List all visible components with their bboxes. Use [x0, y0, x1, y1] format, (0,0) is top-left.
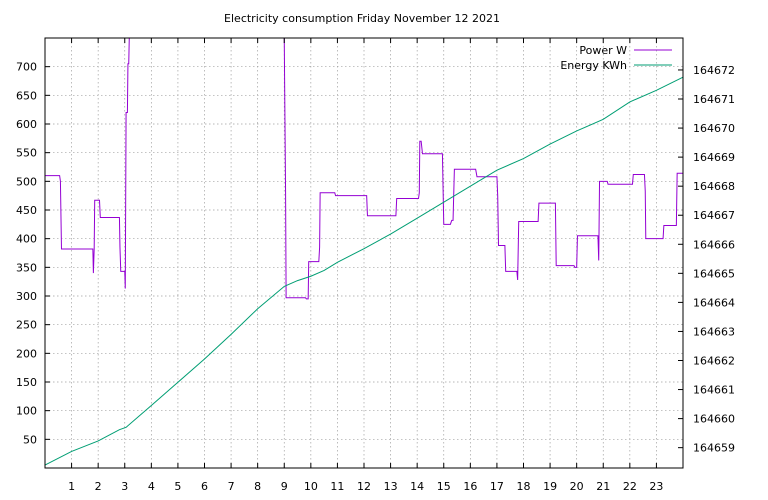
x-tick-label: 5 — [174, 480, 181, 493]
x-tick-label: 2 — [95, 480, 102, 493]
x-tick-label: 4 — [148, 480, 155, 493]
y-left-tick-label: 50 — [23, 433, 37, 446]
x-tick-label: 15 — [437, 480, 451, 493]
x-tick-label: 16 — [463, 480, 477, 493]
x-tick-label: 6 — [201, 480, 208, 493]
y-left-tick-label: 350 — [16, 261, 37, 274]
x-tick-label: 10 — [304, 480, 318, 493]
x-tick-label: 22 — [623, 480, 637, 493]
y-right-tick-label: 164666 — [693, 238, 735, 251]
legend-label-power: Power W — [579, 44, 627, 57]
y-right-tick-label: 164672 — [693, 64, 735, 77]
y-left-tick-label: 250 — [16, 319, 37, 332]
x-tick-label: 1 — [68, 480, 75, 493]
power-series-line — [45, 37, 683, 300]
y-left-tick-label: 150 — [16, 376, 37, 389]
y-right-tick-label: 164665 — [693, 267, 735, 280]
axis-ticks: 1 2 3 4 5 6 7 8 9 10 11 12 13 14 15 16 17 18 19 20 21 22 23501… — [16, 38, 735, 493]
y-left-tick-label: 450 — [16, 204, 37, 217]
x-tick-label: 11 — [330, 480, 344, 493]
y-right-tick-label: 164669 — [693, 151, 735, 164]
x-tick-label: 14 — [410, 480, 424, 493]
x-tick-label: 23 — [649, 480, 663, 493]
y-left-tick-label: 400 — [16, 233, 37, 246]
x-tick-label: 12 — [357, 480, 371, 493]
x-tick-label: 8 — [254, 480, 261, 493]
x-tick-label: 7 — [228, 480, 235, 493]
x-tick-label: 21 — [596, 480, 610, 493]
y-left-tick-label: 550 — [16, 147, 37, 160]
x-tick-label: 9 — [281, 480, 288, 493]
y-right-tick-label: 164661 — [693, 384, 735, 397]
y-right-tick-label: 164659 — [693, 442, 735, 455]
x-tick-label: 13 — [384, 480, 398, 493]
y-right-tick-label: 164668 — [693, 180, 735, 193]
series-layer — [44, 37, 684, 466]
legend: Power W Energy KWh — [560, 44, 672, 72]
grid — [45, 38, 683, 468]
chart-title: Electricity consumption Friday November … — [224, 12, 500, 25]
y-left-tick-label: 300 — [16, 290, 37, 303]
y-left-tick-label: 500 — [16, 175, 37, 188]
x-tick-label: 19 — [543, 480, 557, 493]
y-right-tick-label: 164660 — [693, 413, 735, 426]
y-right-tick-label: 164667 — [693, 209, 735, 222]
y-left-tick-label: 700 — [16, 61, 37, 74]
energy-series-line — [44, 76, 684, 466]
x-tick-label: 17 — [490, 480, 504, 493]
x-tick-label: 20 — [570, 480, 584, 493]
y-left-tick-label: 200 — [16, 347, 37, 360]
y-right-tick-label: 164671 — [693, 93, 735, 106]
x-tick-label: 18 — [517, 480, 531, 493]
legend-label-energy: Energy KWh — [560, 59, 627, 72]
y-right-tick-label: 164663 — [693, 325, 735, 338]
y-right-tick-label: 164662 — [693, 355, 735, 368]
y-left-tick-label: 600 — [16, 118, 37, 131]
y-right-tick-label: 164670 — [693, 122, 735, 135]
y-left-tick-label: 100 — [16, 405, 37, 418]
x-tick-label: 3 — [121, 480, 128, 493]
y-left-tick-label: 650 — [16, 89, 37, 102]
y-right-tick-label: 164664 — [693, 296, 735, 309]
